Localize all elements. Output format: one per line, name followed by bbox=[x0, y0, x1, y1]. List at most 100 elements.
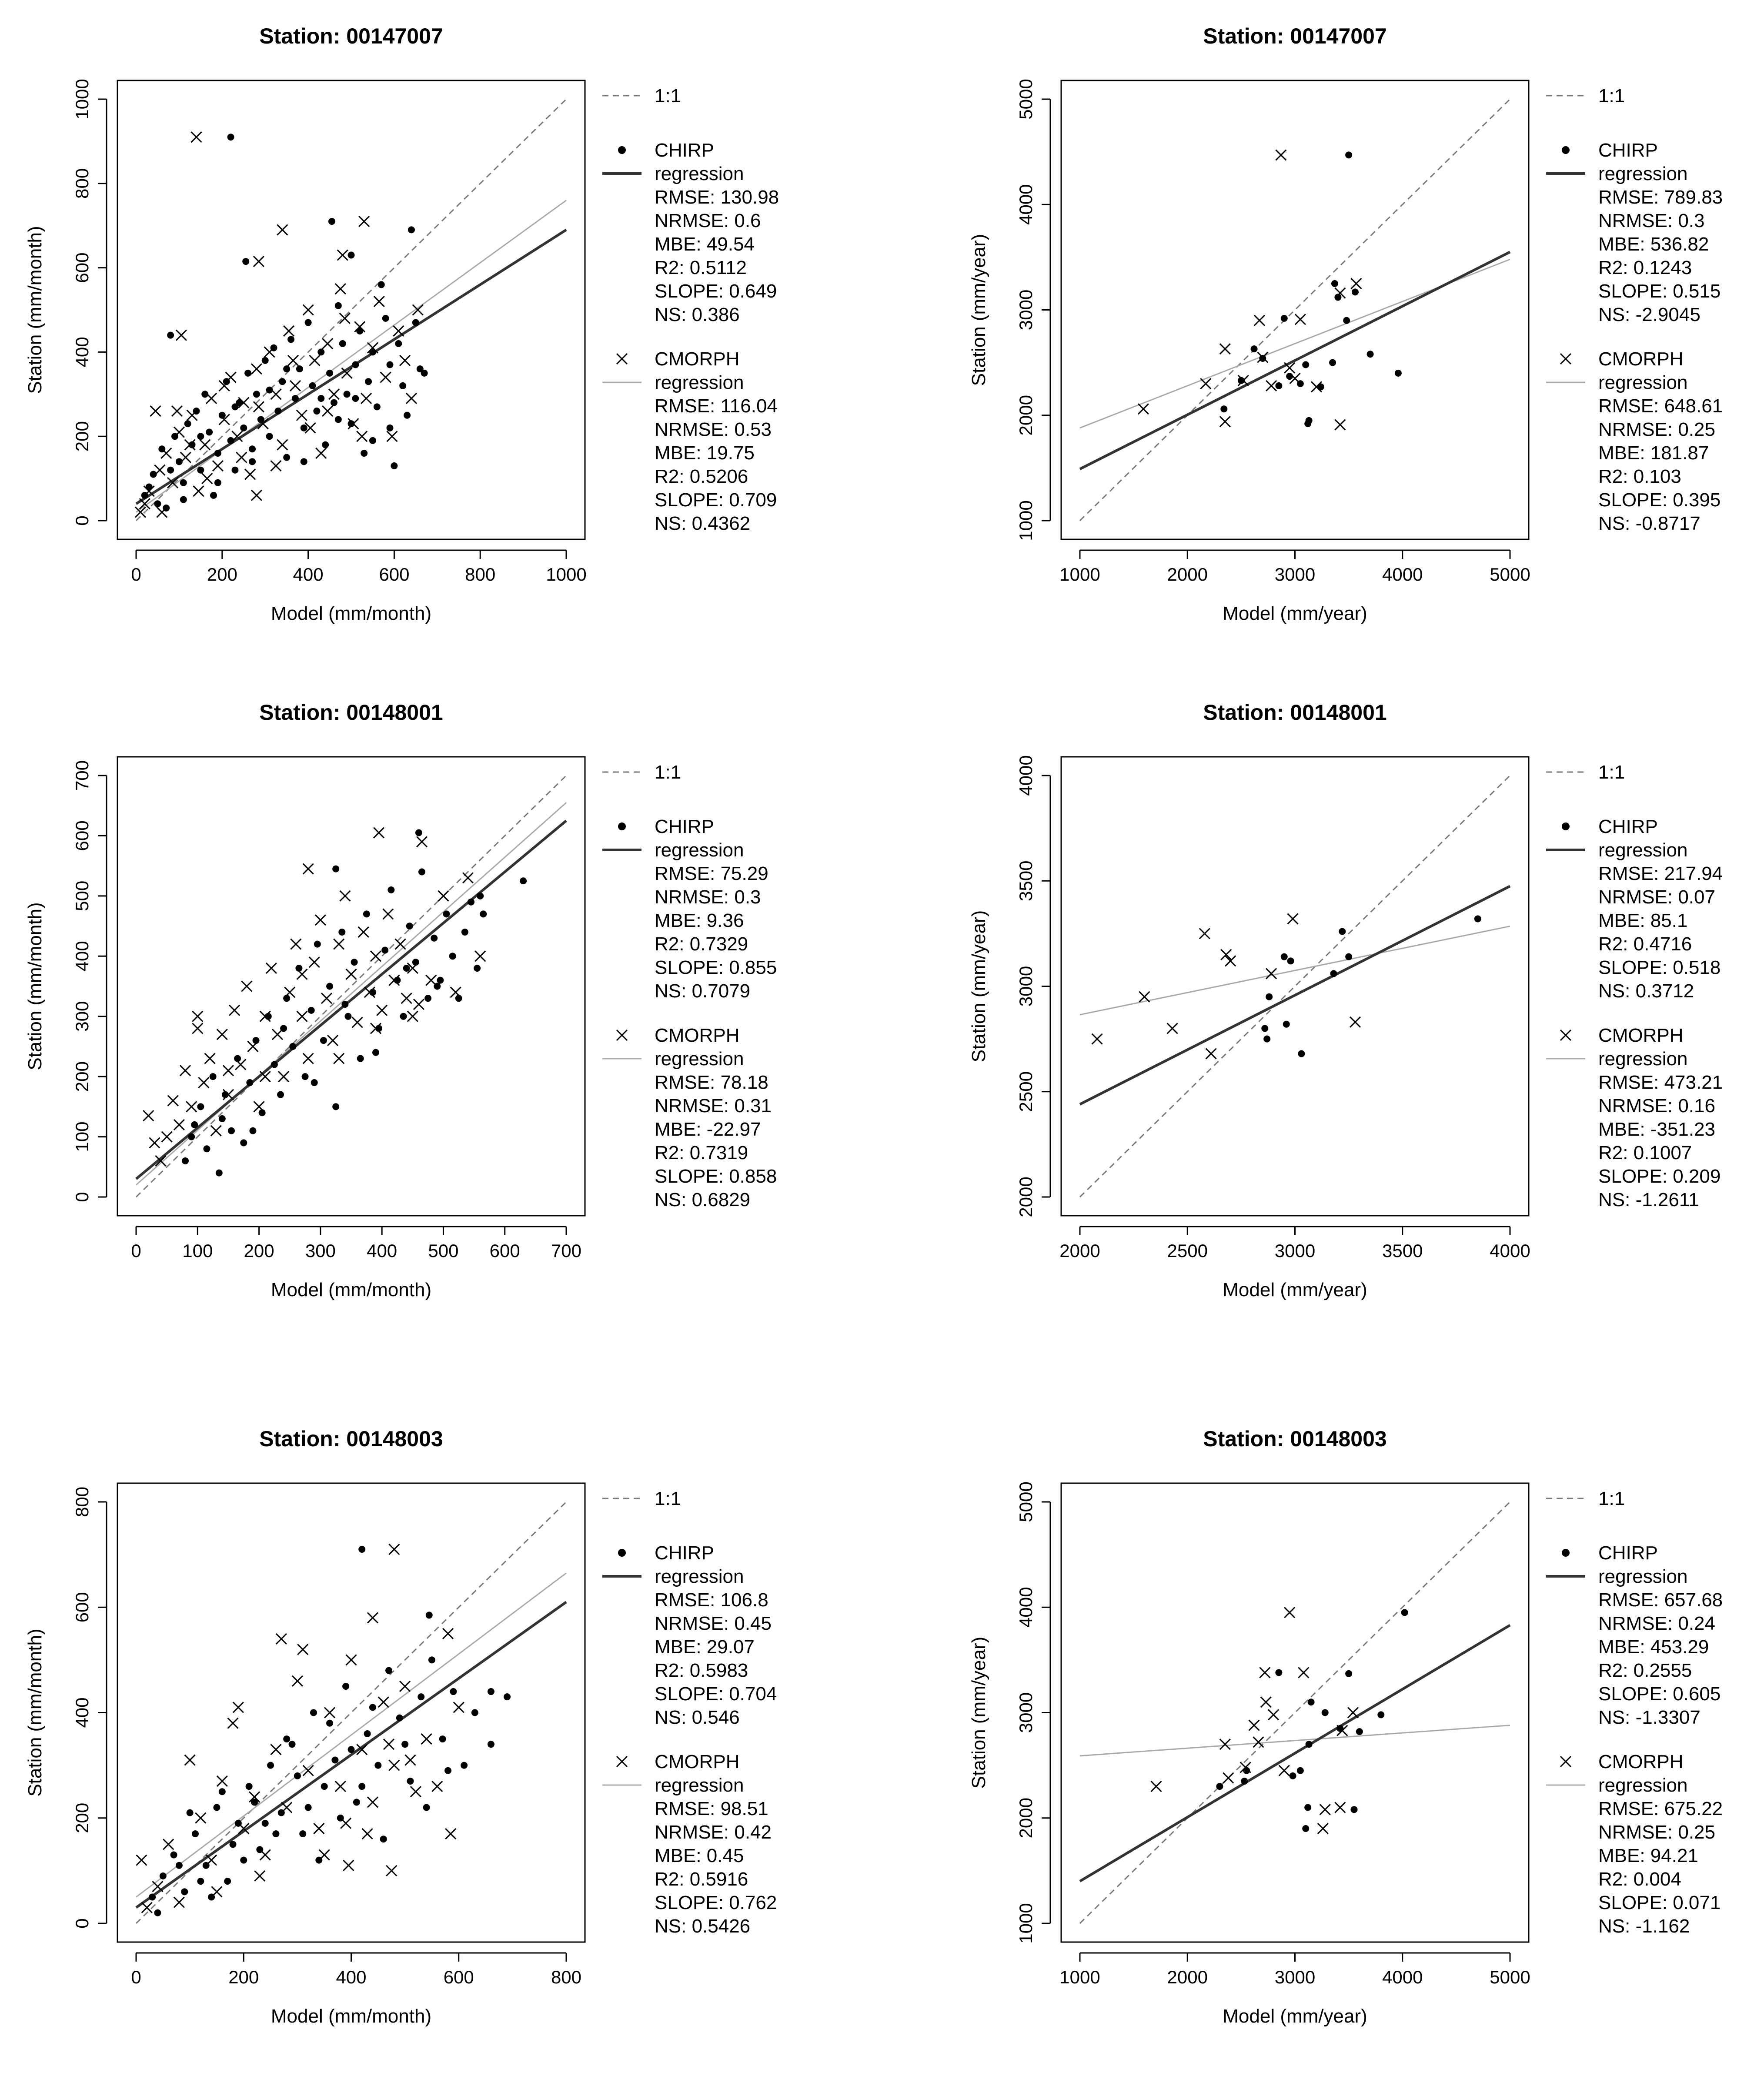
chirp-legend-label: CHIRP bbox=[655, 1542, 714, 1564]
cmorph-point bbox=[173, 1896, 185, 1908]
cmorph-point bbox=[345, 968, 357, 980]
y-tick-label: 1000 bbox=[1016, 1903, 1036, 1943]
chirp-point bbox=[267, 1762, 274, 1769]
x-tick-label: 700 bbox=[551, 1240, 581, 1261]
x-axis: 0 200 400 600 800 bbox=[131, 1952, 581, 1987]
cmorph-point bbox=[347, 418, 359, 430]
chirp-point bbox=[294, 1772, 301, 1779]
chirp-point bbox=[159, 1872, 167, 1879]
chirp-point bbox=[477, 892, 484, 899]
chirp-point bbox=[314, 940, 321, 948]
x-tick-label: 2000 bbox=[1167, 564, 1208, 585]
chirp-legend-regression-label: regression bbox=[1598, 839, 1687, 861]
chirp-point bbox=[227, 437, 234, 444]
cmorph-point bbox=[150, 405, 161, 417]
x-tick-label: 600 bbox=[444, 1967, 474, 1987]
chirp-point bbox=[253, 391, 260, 398]
cmorph-point bbox=[393, 325, 404, 337]
cmorph-point bbox=[212, 460, 224, 472]
cmorph-point bbox=[1239, 1762, 1251, 1773]
chirp-legend-label: CHIRP bbox=[1598, 1542, 1658, 1564]
cmorph-point bbox=[309, 354, 321, 366]
chirp-point bbox=[326, 369, 334, 377]
cmorph-point bbox=[361, 392, 372, 405]
cmorph-point bbox=[1166, 1023, 1178, 1034]
cmorph-point bbox=[238, 397, 250, 408]
cmorph-point bbox=[253, 256, 264, 267]
cmorph-legend-label: CMORPH bbox=[655, 348, 740, 370]
chirp-point bbox=[301, 1073, 309, 1080]
chirp-point bbox=[334, 416, 342, 423]
chirp-point bbox=[334, 302, 342, 309]
cmorph-stat-rmse: RMSE: 648.61 bbox=[1598, 395, 1723, 417]
y-tick-label: 400 bbox=[72, 337, 92, 367]
y-axis: 1000 2000 3000 4000 5000 bbox=[1016, 79, 1051, 541]
cmorph-point bbox=[421, 1733, 432, 1745]
y-tick-label: 600 bbox=[72, 1592, 92, 1622]
chirp-point bbox=[347, 1746, 355, 1753]
cmorph-point bbox=[373, 296, 385, 308]
cmorph-point bbox=[284, 986, 296, 998]
cmorph-point bbox=[315, 447, 327, 459]
chirp-point bbox=[412, 319, 419, 326]
cmorph-point bbox=[357, 926, 369, 938]
chirp-point bbox=[399, 382, 407, 389]
y-axis: 1000 2000 3000 4000 5000 bbox=[1016, 1481, 1051, 1944]
cmorph-point bbox=[1237, 374, 1249, 386]
chirp-point bbox=[1287, 957, 1294, 965]
cmorph-point bbox=[241, 980, 253, 992]
cmorph-point bbox=[404, 1754, 416, 1766]
chirp-point bbox=[231, 466, 239, 474]
legend-one-to-one-label: 1:1 bbox=[655, 1488, 681, 1509]
chirp-point bbox=[386, 424, 394, 431]
chirp-point bbox=[330, 399, 337, 406]
cmorph-point bbox=[416, 836, 428, 848]
chirp-legend-regression-label: regression bbox=[655, 163, 744, 184]
data-points bbox=[134, 131, 428, 518]
cmorph-point bbox=[152, 1881, 164, 1892]
chirp-point bbox=[1307, 1698, 1315, 1706]
chirp-stat-rmse: RMSE: 106.8 bbox=[655, 1589, 768, 1611]
cmorph-legend-label: CMORPH bbox=[655, 1025, 740, 1046]
cmorph-point bbox=[171, 405, 183, 417]
chirp-point bbox=[261, 1819, 269, 1827]
cmorph-stat-ns: NS: 0.6829 bbox=[655, 1189, 750, 1210]
cmorph-point bbox=[1137, 403, 1149, 415]
cmorph-point bbox=[1225, 955, 1236, 967]
chirp-point bbox=[1331, 280, 1338, 287]
cmorph-point bbox=[340, 1817, 352, 1829]
y-tick-label: 1000 bbox=[72, 79, 92, 119]
cmorph-stat-r2: R2: 0.004 bbox=[1598, 1869, 1681, 1890]
cmorph-point bbox=[1253, 1736, 1264, 1748]
cmorph-point bbox=[407, 962, 418, 974]
y-tick-label: 4000 bbox=[1016, 184, 1036, 225]
cmorph-point bbox=[236, 451, 247, 463]
chirp-point bbox=[317, 395, 325, 402]
chirp-point bbox=[320, 1037, 327, 1044]
cmorph-point bbox=[1310, 381, 1323, 393]
y-tick-label: 5000 bbox=[1016, 79, 1036, 119]
cmorph-stat-r2: R2: 0.5916 bbox=[655, 1869, 748, 1890]
cmorph-point bbox=[190, 131, 202, 143]
cmorph-legend-label: CMORPH bbox=[1598, 1751, 1684, 1772]
x-tick-label: 800 bbox=[551, 1967, 581, 1987]
cmorph-regression-line bbox=[136, 802, 567, 1186]
cmorph-point bbox=[271, 1029, 284, 1040]
cmorph-point bbox=[308, 956, 320, 968]
chirp-point bbox=[257, 416, 264, 423]
cmorph-point bbox=[228, 1004, 241, 1016]
chirp-point bbox=[1298, 1050, 1305, 1057]
cmorph-point bbox=[313, 1822, 325, 1835]
chirp-point bbox=[201, 391, 209, 398]
chirp-point bbox=[504, 1693, 511, 1701]
chirp-point bbox=[347, 251, 355, 259]
cmorph-point bbox=[238, 1822, 250, 1835]
cmorph-stat-r2: R2: 0.103 bbox=[1598, 466, 1681, 487]
chirp-point bbox=[373, 403, 381, 411]
chirp-legend-regression-label: regression bbox=[655, 1566, 744, 1587]
y-axis-label: Station (mm/month) bbox=[24, 226, 46, 394]
chirp-stat-rmse: RMSE: 217.94 bbox=[1598, 863, 1723, 884]
chirp-legend-label: CHIRP bbox=[655, 816, 714, 837]
x-tick-label: 600 bbox=[490, 1240, 520, 1261]
cmorph-point bbox=[425, 974, 437, 986]
